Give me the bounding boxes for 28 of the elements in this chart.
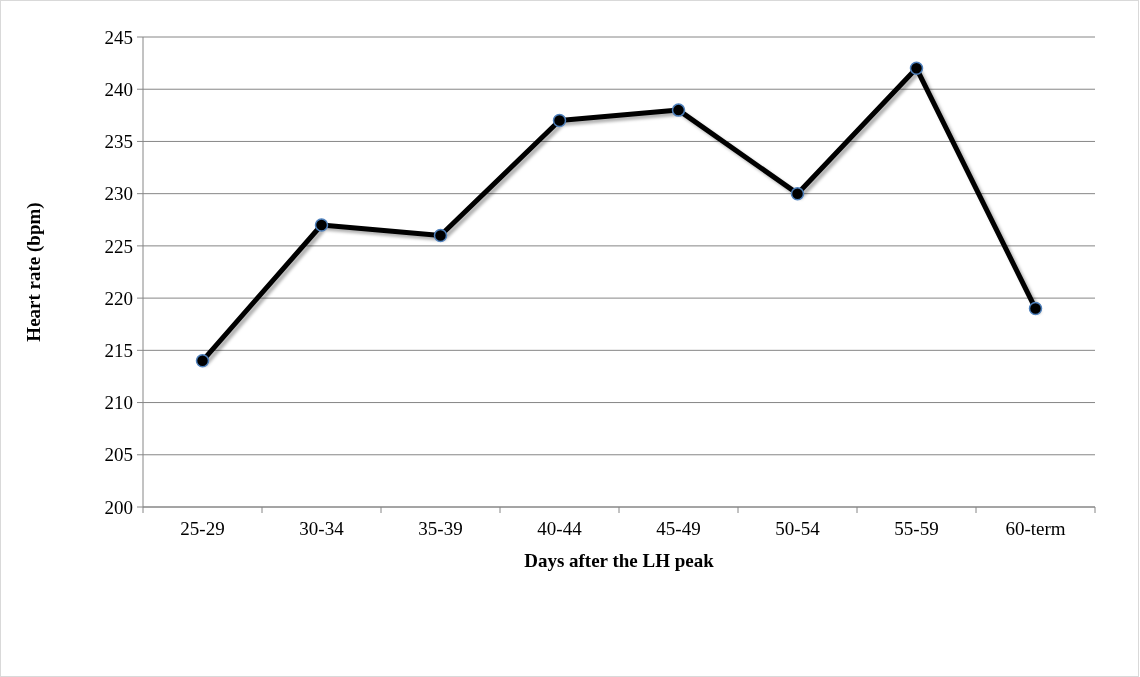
point [195, 354, 210, 368]
x-tick-label: 60-term [1005, 518, 1066, 539]
y-tick-label: 215 [104, 339, 133, 361]
y-tick-label: 205 [104, 444, 133, 466]
x-tick-label: 35-39 [418, 518, 463, 539]
x-axis-title: Days after the LH peak [524, 550, 715, 571]
point [433, 228, 448, 243]
point [1028, 301, 1043, 316]
x-tick-label: 45-49 [656, 518, 701, 539]
point [909, 61, 924, 76]
point [552, 113, 567, 128]
point [671, 103, 686, 117]
y-tick-label: 225 [104, 235, 133, 257]
x-tick-label: 40-44 [537, 518, 583, 539]
x-tick-label: 25-29 [180, 518, 225, 539]
y-tick-label: 240 [104, 78, 133, 100]
x-tick-label: 30-34 [299, 518, 345, 539]
y-axis-title: Heart rate (bpm) [23, 202, 45, 342]
x-tick-label: 55-59 [894, 518, 939, 539]
y-tick-label: 235 [104, 131, 133, 153]
y-tick-label: 230 [104, 183, 133, 205]
y-tick-label: 220 [104, 287, 133, 309]
y-tick-label: 210 [104, 392, 133, 414]
y-tick-label: 245 [104, 26, 133, 48]
point [314, 218, 329, 232]
point [790, 186, 805, 201]
x-tick-label: 50-54 [775, 518, 821, 539]
y-tick-label: 200 [104, 496, 133, 518]
